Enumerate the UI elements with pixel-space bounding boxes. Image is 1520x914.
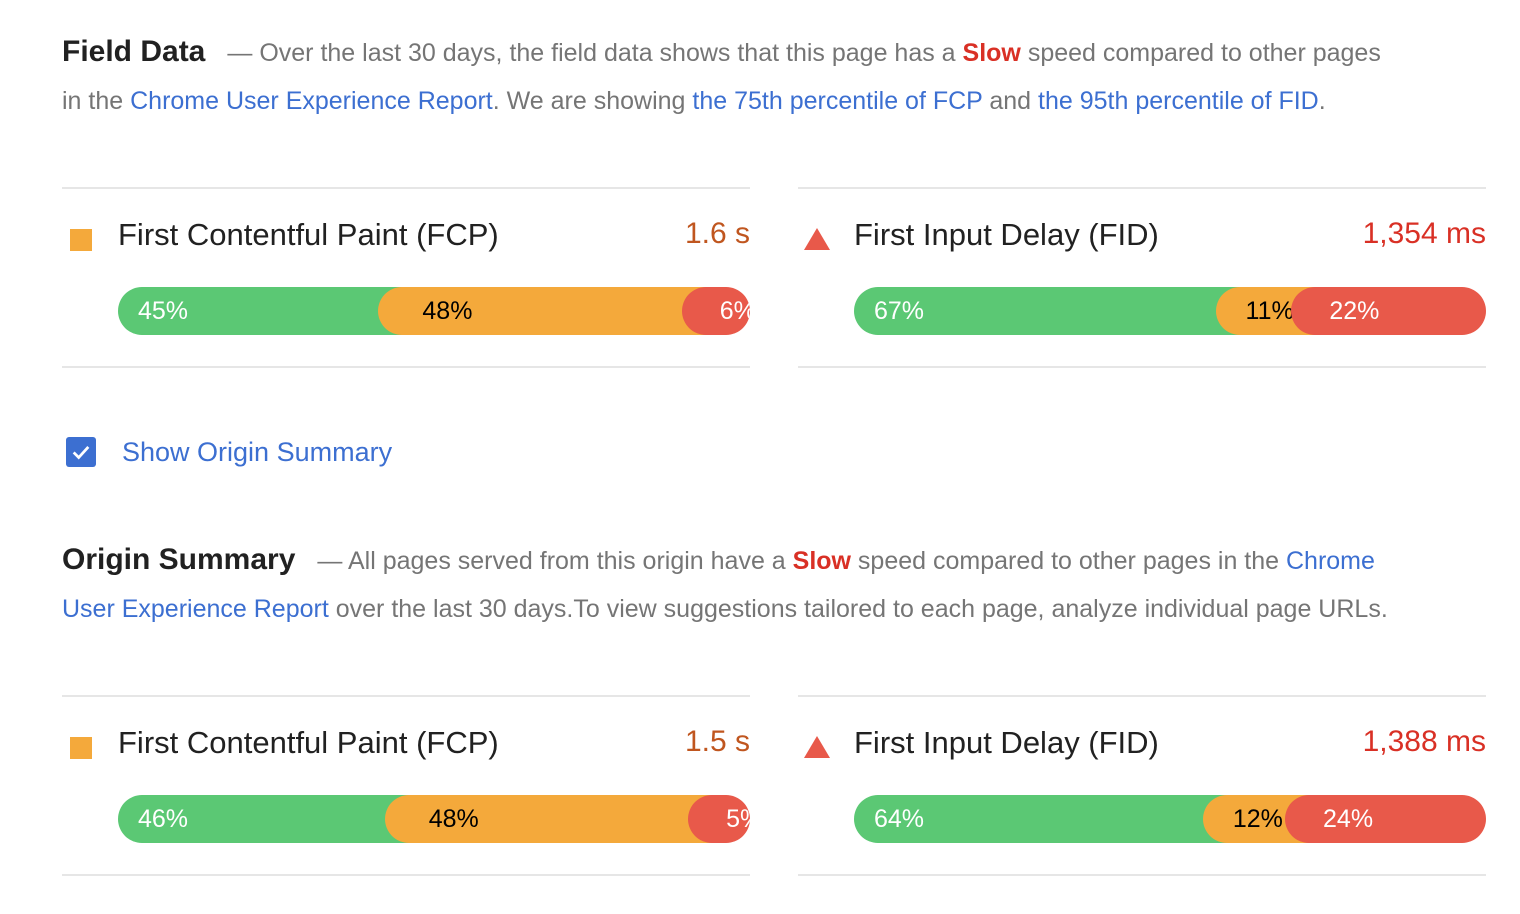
- orange-square-icon: [70, 737, 92, 759]
- field-data-text-5: .: [1318, 87, 1326, 115]
- divider: [62, 695, 750, 697]
- divider: [62, 874, 750, 876]
- origin-summary-text-2: speed compared to other pages in the: [850, 547, 1286, 575]
- red-triangle-icon: [804, 736, 830, 758]
- poor-segment: 24%: [1285, 795, 1486, 843]
- metric-name: First Contentful Paint (FCP): [118, 217, 499, 252]
- divider: [798, 187, 1486, 189]
- metric-name: First Input Delay (FID): [854, 217, 1159, 252]
- origin-summary-title: Origin Summary: [62, 543, 296, 576]
- poor-segment: 6%: [681, 287, 750, 335]
- distribution-bar: 46% 48% 5%: [118, 795, 750, 843]
- average-segment: 48%: [384, 795, 713, 843]
- show-origin-summary-toggle[interactable]: Show Origin Summary: [66, 436, 392, 468]
- metric-value: 1,388 ms: [1362, 725, 1486, 758]
- distribution-bar: 67% 11% 22%: [854, 287, 1486, 335]
- metric-name: First Input Delay (FID): [854, 725, 1159, 760]
- good-segment: 67%: [854, 287, 1240, 335]
- orange-square-icon: [70, 229, 92, 251]
- good-segment: 46%: [118, 795, 409, 843]
- good-segment: 64%: [854, 795, 1227, 843]
- crux-report-link[interactable]: Chrome User Experience Report: [130, 87, 493, 115]
- field-data-intro: Field Data — Over the last 30 days, the f…: [62, 28, 1392, 125]
- poor-segment: 22%: [1291, 287, 1486, 335]
- field-data-text-2: speed compared to other pages in the: [62, 39, 1381, 115]
- divider: [62, 366, 750, 368]
- metric-value: 1.5 s: [684, 725, 750, 758]
- crux-report-link[interactable]: Chrome User Experience Report: [62, 547, 1375, 623]
- field-data-speed-badge: Slow: [962, 39, 1021, 67]
- fcp-percentile-link[interactable]: the 75th percentile of FCP: [692, 87, 983, 115]
- show-origin-summary-label[interactable]: Show Origin Summary: [122, 436, 393, 467]
- metric-name: First Contentful Paint (FCP): [118, 725, 499, 760]
- field-data-text-4: and: [982, 87, 1039, 115]
- origin-fid-metric: First Input Delay (FID) 1,388 ms 64% 12%…: [798, 697, 1486, 877]
- divider: [798, 874, 1486, 876]
- field-data-title: Field Data: [62, 35, 206, 68]
- field-data-text-1: — Over the last 30 days, the field data …: [227, 39, 963, 67]
- origin-summary-text-3: over the last 30 days.To view suggestion…: [328, 595, 1388, 623]
- metric-value: 1.6 s: [684, 217, 750, 250]
- origin-fcp-metric: First Contentful Paint (FCP) 1.5 s 46% 4…: [62, 697, 750, 877]
- divider: [798, 695, 1486, 697]
- origin-summary-speed-badge: Slow: [792, 547, 851, 575]
- distribution-bar: 64% 12% 24%: [854, 795, 1486, 843]
- divider: [798, 366, 1486, 368]
- fid-percentile-link[interactable]: the 95th percentile of FID: [1038, 87, 1319, 115]
- poor-segment: 5%: [688, 795, 750, 843]
- distribution-bar: 45% 48% 6%: [118, 287, 750, 335]
- checkbox-checked-icon[interactable]: [66, 437, 96, 467]
- origin-summary-text-1: — All pages served from this origin have…: [317, 547, 793, 575]
- divider: [62, 187, 750, 189]
- origin-summary-intro: Origin Summary — All pages served from th…: [62, 536, 1392, 633]
- field-fcp-metric: First Contentful Paint (FCP) 1.6 s 45% 4…: [62, 189, 750, 369]
- field-data-text-3: . We are showing: [492, 87, 693, 115]
- metric-value: 1,354 ms: [1362, 217, 1486, 250]
- field-fid-metric: First Input Delay (FID) 1,354 ms 67% 11%…: [798, 189, 1486, 369]
- average-segment: 48%: [378, 287, 706, 335]
- good-segment: 45%: [118, 287, 403, 335]
- red-triangle-icon: [804, 228, 830, 250]
